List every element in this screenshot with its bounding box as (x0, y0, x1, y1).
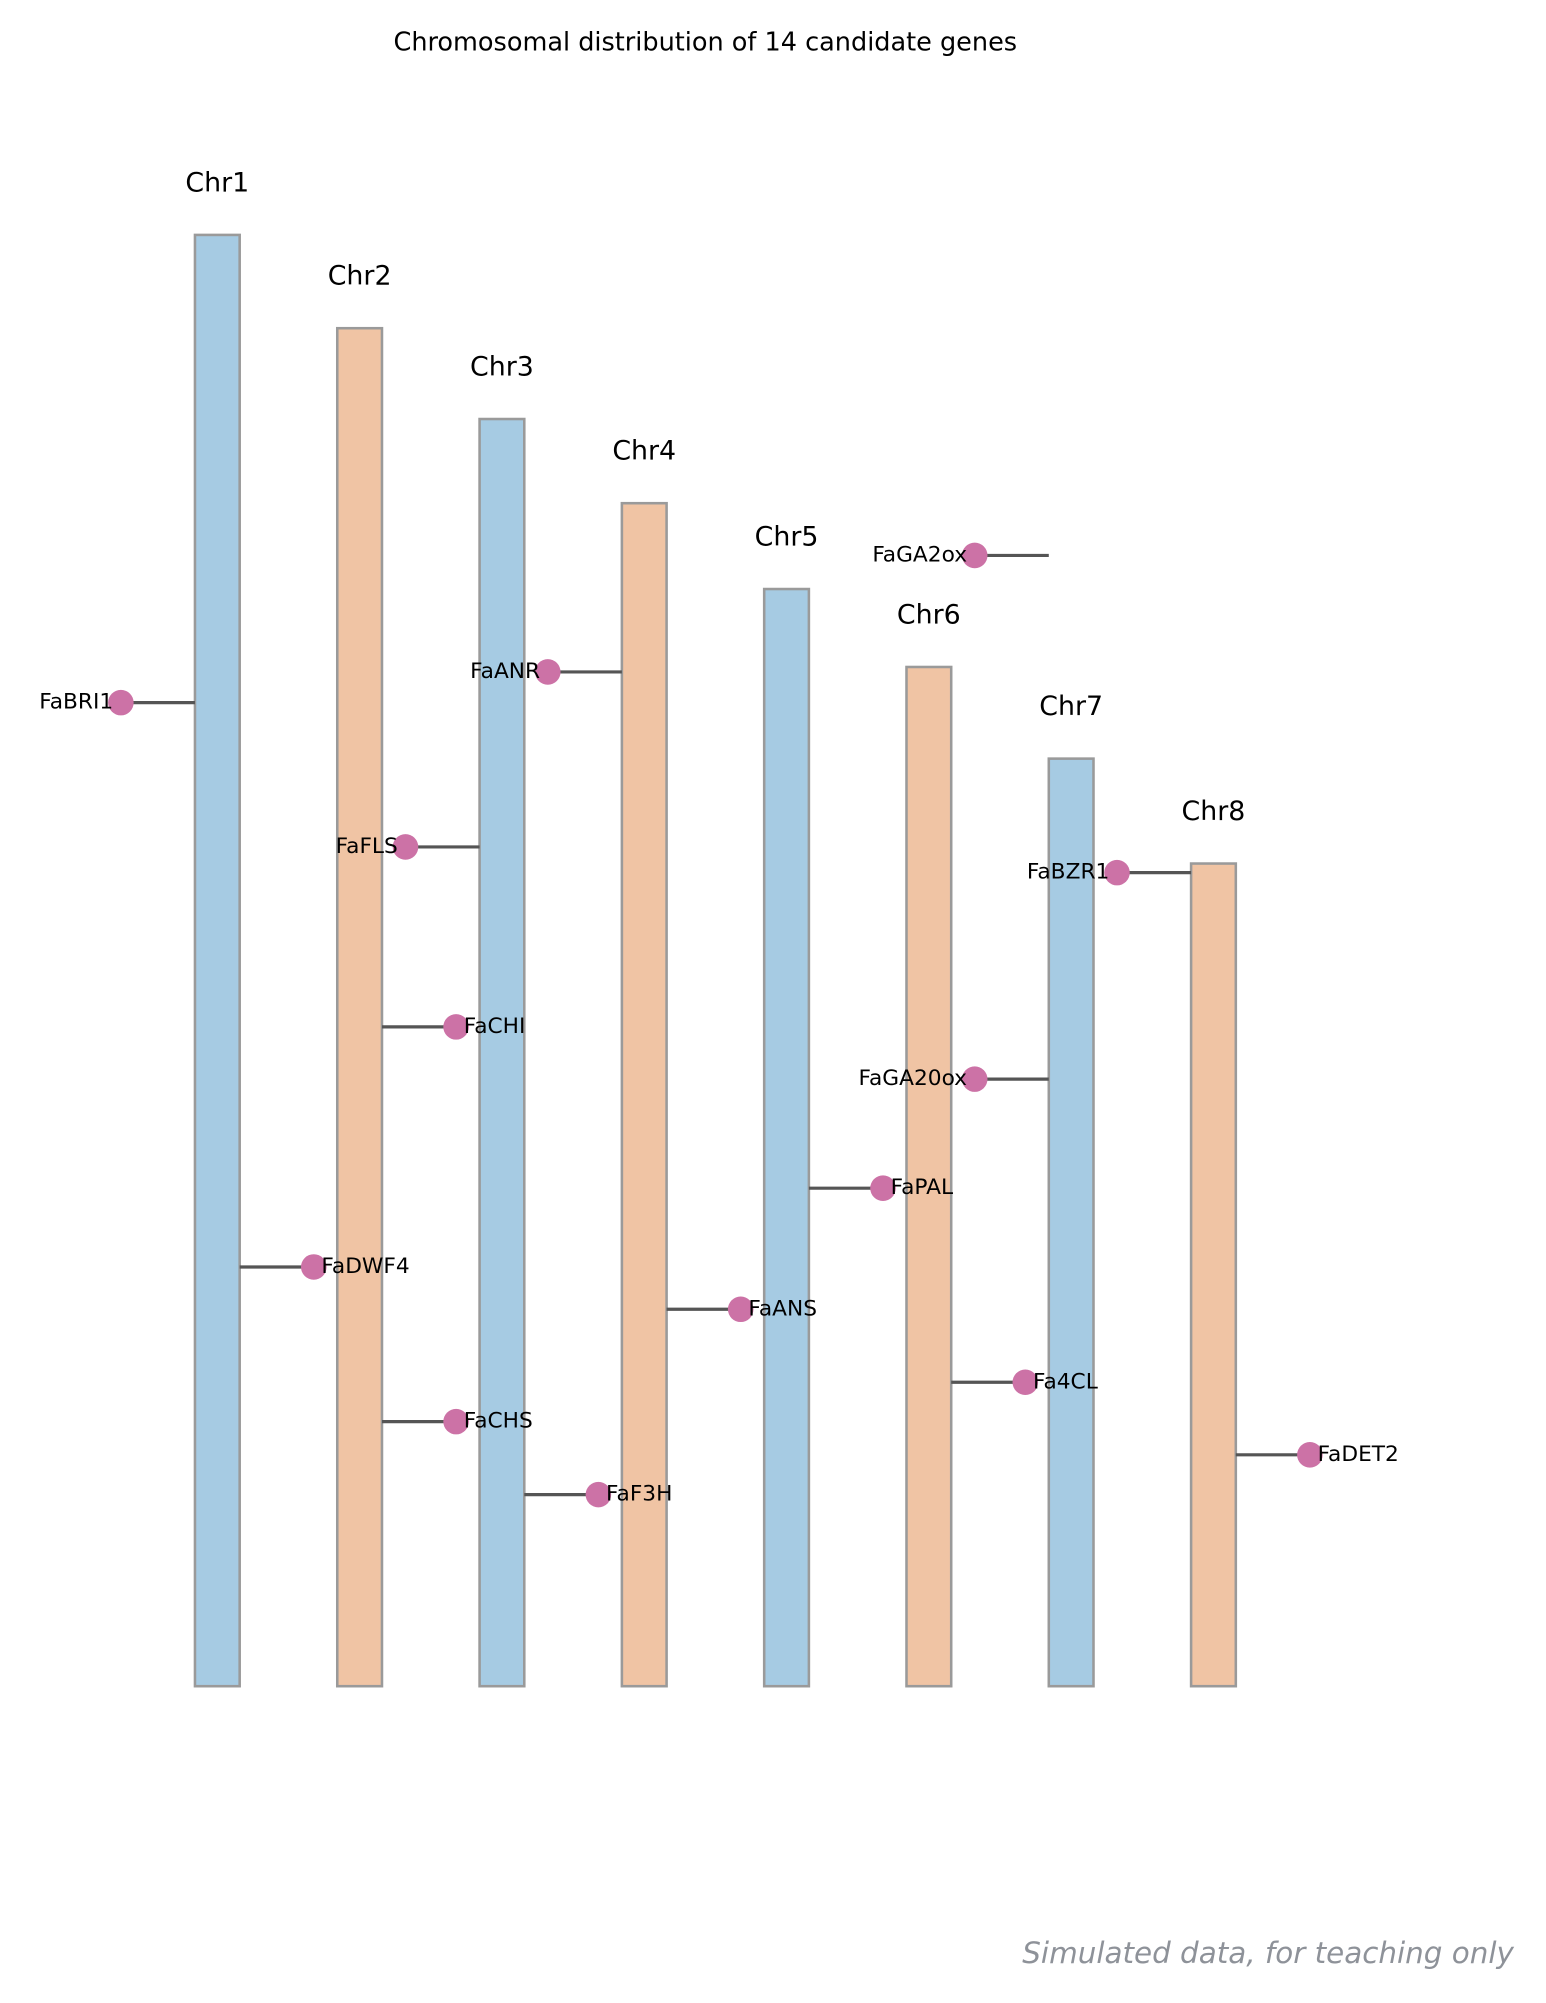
gene-label: FaANS (748, 1296, 817, 1321)
chromosome (335, 326, 384, 1688)
gene-label: FaBRI1 (39, 690, 113, 715)
chromosome (1189, 862, 1238, 1688)
chromosome (478, 417, 526, 1688)
chromosome-label: Chr7 (1039, 691, 1103, 722)
chromosome-label: Chr4 (612, 436, 676, 467)
gene-label: FaANR (470, 659, 540, 684)
chromosome (905, 665, 953, 1688)
chart-title: Chromosomal distribution of 14 candidate… (393, 27, 1017, 57)
gene-label: FaF3H (606, 1482, 672, 1507)
gene-marker (300, 1254, 327, 1280)
gene-marker (535, 659, 561, 685)
gene-marker (108, 689, 134, 716)
gene-label: FaFLS (336, 834, 398, 859)
gene-label: FaDET2 (1318, 1442, 1399, 1467)
gene-marker (727, 1296, 754, 1323)
chromosome-label: Chr1 (185, 167, 249, 198)
chromosome-label: Chr3 (470, 351, 534, 382)
gene-marker (1297, 1442, 1323, 1468)
gene-marker (961, 542, 988, 569)
gene-label: FaBZR1 (1027, 860, 1109, 885)
gene-label: FaCHI (464, 1014, 526, 1039)
chromosome (620, 501, 668, 1688)
gene-label: FaGA2ox (872, 542, 967, 567)
gene-marker (443, 1014, 469, 1040)
gene-marker (961, 1066, 988, 1092)
chromosome-label: Chr8 (1182, 796, 1246, 827)
gene-marker (443, 1408, 469, 1435)
chromosome (193, 233, 241, 1688)
chromosome (762, 587, 811, 1688)
gene-label: FaGA20ox (859, 1066, 968, 1091)
chromosome (1047, 757, 1095, 1688)
gene-marker (1104, 859, 1130, 886)
gene-label: FaCHS (464, 1409, 533, 1434)
gene-marker (585, 1481, 612, 1508)
chromosome-label: Chr5 (755, 521, 819, 552)
gene-marker (870, 1175, 896, 1201)
gene-label: Fa4CL (1033, 1369, 1098, 1394)
gene-label: FaDWF4 (321, 1254, 409, 1279)
gene-marker (1012, 1369, 1039, 1396)
gene-marker (392, 834, 419, 860)
chromosome-label: Chr2 (328, 261, 392, 292)
watermark: Simulated data, for teaching only (1022, 1936, 1514, 1970)
chromosome-label: Chr6 (897, 599, 961, 630)
gene-label: FaPAL (891, 1175, 953, 1200)
